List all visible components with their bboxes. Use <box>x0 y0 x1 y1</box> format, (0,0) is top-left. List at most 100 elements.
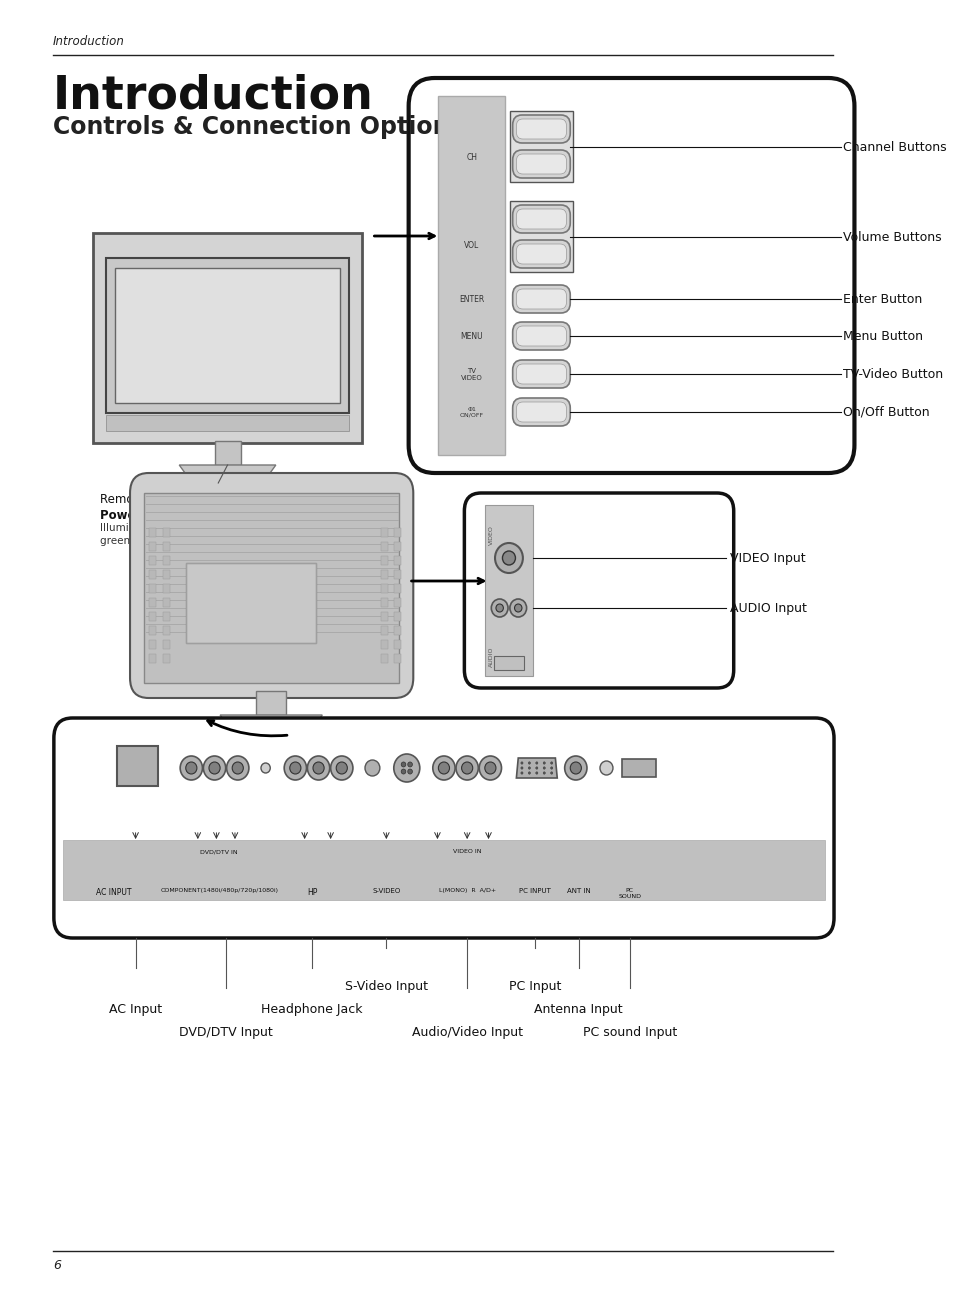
Bar <box>162 598 170 607</box>
Bar <box>162 542 170 551</box>
Text: HP: HP <box>307 889 317 896</box>
Bar <box>149 542 156 551</box>
Bar <box>106 414 349 431</box>
Circle shape <box>401 769 405 774</box>
Bar <box>214 440 240 465</box>
Bar <box>186 563 315 642</box>
Text: TV-Video Button: TV-Video Button <box>842 367 943 380</box>
FancyBboxPatch shape <box>53 718 833 938</box>
FancyBboxPatch shape <box>512 397 570 426</box>
Text: S-Video Input: S-Video Input <box>344 980 427 993</box>
Circle shape <box>209 762 220 774</box>
Circle shape <box>438 762 449 774</box>
Text: Introduction: Introduction <box>52 35 125 48</box>
Bar <box>394 598 401 607</box>
FancyBboxPatch shape <box>512 115 570 143</box>
Bar <box>162 584 170 593</box>
Polygon shape <box>516 758 557 778</box>
FancyBboxPatch shape <box>512 150 570 179</box>
Text: Illuminates red in standby mode, illuminates
green when the set is switched on.: Illuminates red in standby mode, illumin… <box>100 523 334 546</box>
Circle shape <box>232 762 243 774</box>
Text: ENTER: ENTER <box>458 294 484 304</box>
Circle shape <box>313 762 324 774</box>
Circle shape <box>407 762 412 767</box>
Circle shape <box>542 766 545 769</box>
Bar <box>380 598 388 607</box>
FancyBboxPatch shape <box>130 473 413 698</box>
Bar <box>484 506 533 676</box>
Bar <box>394 654 401 663</box>
Circle shape <box>542 762 545 764</box>
Text: DVD/DTV Input: DVD/DTV Input <box>178 1025 273 1038</box>
Circle shape <box>307 756 330 780</box>
Circle shape <box>528 771 530 774</box>
Text: MENU: MENU <box>460 331 482 340</box>
Circle shape <box>550 771 552 774</box>
Circle shape <box>564 756 586 780</box>
Text: S-VIDEO: S-VIDEO <box>372 889 400 894</box>
Circle shape <box>290 762 300 774</box>
Bar <box>394 625 401 635</box>
Text: PC
SOUND: PC SOUND <box>618 889 640 899</box>
Circle shape <box>536 771 537 774</box>
Circle shape <box>542 771 545 774</box>
Bar <box>149 598 156 607</box>
FancyBboxPatch shape <box>516 326 566 347</box>
Bar <box>509 111 573 182</box>
Bar <box>149 654 156 663</box>
Bar <box>380 625 388 635</box>
Circle shape <box>528 766 530 769</box>
Text: Power/Standby Indicator: Power/Standby Indicator <box>100 509 264 523</box>
Circle shape <box>528 762 530 764</box>
Bar <box>509 201 573 272</box>
Bar <box>63 840 823 900</box>
Text: On/Off Button: On/Off Button <box>842 405 929 418</box>
Bar <box>92 233 362 443</box>
Circle shape <box>536 762 537 764</box>
Bar <box>256 691 286 715</box>
Polygon shape <box>220 715 322 735</box>
Text: DVD/DTV IN: DVD/DTV IN <box>200 850 237 853</box>
FancyBboxPatch shape <box>516 403 566 422</box>
Bar <box>380 542 388 551</box>
Circle shape <box>520 771 522 774</box>
FancyBboxPatch shape <box>512 322 570 351</box>
Text: Introduction: Introduction <box>52 73 374 119</box>
Bar <box>162 612 170 622</box>
Text: PC INPUT: PC INPUT <box>518 889 550 894</box>
Bar <box>380 556 388 566</box>
FancyBboxPatch shape <box>516 154 566 175</box>
FancyBboxPatch shape <box>512 360 570 388</box>
Text: Audio/Video Input: Audio/Video Input <box>412 1025 522 1038</box>
Circle shape <box>570 762 580 774</box>
Circle shape <box>520 762 522 764</box>
Bar <box>394 612 401 622</box>
Bar <box>149 556 156 566</box>
Bar <box>162 556 170 566</box>
Circle shape <box>284 756 306 780</box>
Text: Antenna Input: Antenna Input <box>534 1003 622 1016</box>
Bar <box>162 625 170 635</box>
Circle shape <box>502 551 515 566</box>
FancyBboxPatch shape <box>512 240 570 268</box>
Text: VIDEO: VIDEO <box>489 525 494 545</box>
Bar <box>149 584 156 593</box>
Text: VIDEO Input: VIDEO Input <box>729 551 804 564</box>
Text: AUDIO Input: AUDIO Input <box>729 602 806 615</box>
Bar <box>394 528 401 537</box>
Text: PC sound Input: PC sound Input <box>582 1025 676 1038</box>
Circle shape <box>335 762 347 774</box>
Circle shape <box>550 766 552 769</box>
Circle shape <box>227 756 249 780</box>
Circle shape <box>478 756 501 780</box>
Circle shape <box>496 605 503 612</box>
Bar <box>438 96 505 455</box>
Bar <box>621 760 655 777</box>
Circle shape <box>514 605 521 612</box>
Text: Enter Button: Enter Button <box>842 292 922 305</box>
Bar <box>394 584 401 593</box>
Text: TV
VIDEO: TV VIDEO <box>460 367 482 380</box>
Text: 6: 6 <box>52 1259 61 1272</box>
Text: L(MONO)  R  A/D+: L(MONO) R A/D+ <box>438 889 496 893</box>
Bar <box>394 640 401 649</box>
